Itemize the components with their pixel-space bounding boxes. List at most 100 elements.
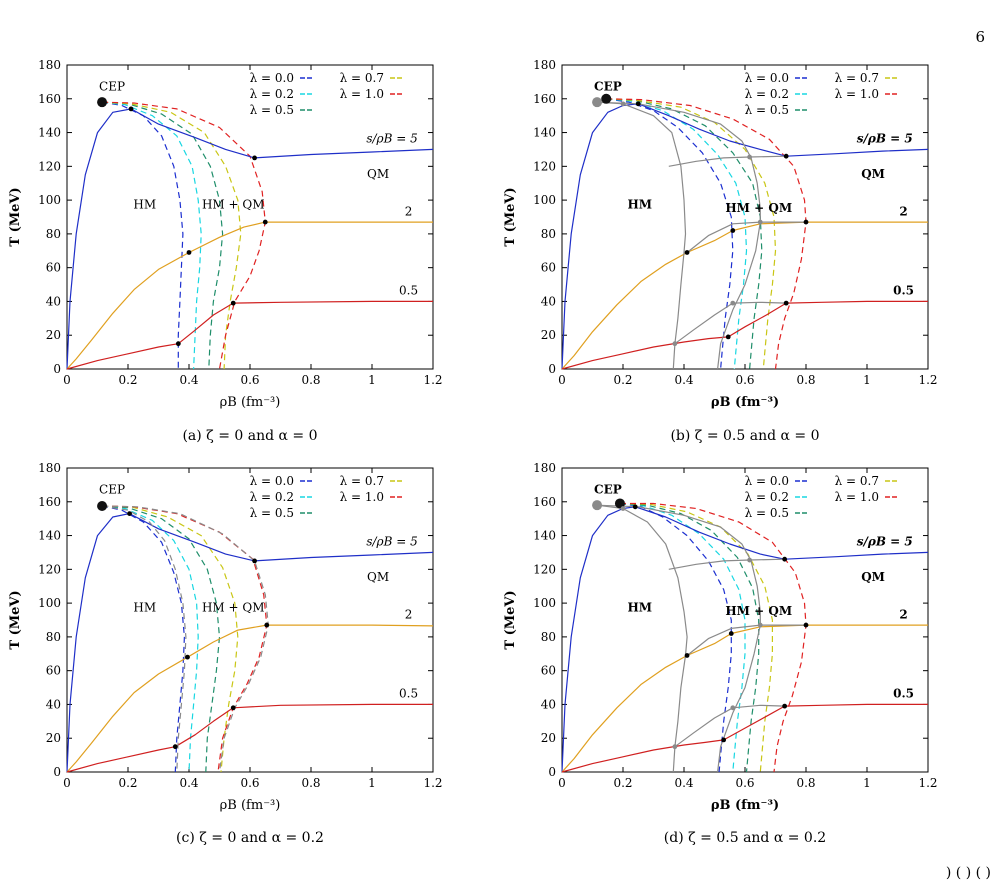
- mixed-region-label: HM + QM: [725, 201, 792, 215]
- legend-label: λ = 0.5: [745, 103, 789, 117]
- gray-point-marker: [757, 219, 763, 225]
- gray-point-marker: [730, 705, 736, 711]
- y-tick-label: 140: [533, 126, 556, 140]
- legend-label: λ = 0.5: [250, 506, 294, 520]
- point-marker: [632, 504, 638, 510]
- y-tick-label: 120: [533, 562, 556, 576]
- hm-region-label: HM: [133, 198, 156, 212]
- x-tick-label: 1.2: [423, 373, 442, 387]
- legend-label: λ = 0.0: [745, 474, 789, 488]
- y-tick-label: 180: [533, 461, 556, 475]
- legend-label: λ = 0.2: [250, 490, 294, 504]
- cep-marker: [601, 93, 612, 104]
- legend-label: λ = 1.0: [835, 490, 879, 504]
- cep-marker: [97, 501, 108, 511]
- point-marker: [725, 334, 731, 340]
- point-marker: [264, 622, 270, 628]
- series-line-gray-8: [597, 504, 688, 773]
- chart-c: 0 0.2 0.4 0.6 0.8 1 1.2 0 20 40 60 80 100 120 140 160 18…: [8, 461, 443, 813]
- isentrope-label-2: 2: [899, 607, 907, 621]
- series-line-s-B-5: [561, 506, 929, 773]
- series-line-0-5: [66, 703, 433, 773]
- x-tick-label: 0.2: [118, 776, 137, 790]
- qm-region-label: QM: [367, 167, 389, 181]
- qm-region-label: QM: [861, 167, 885, 181]
- point-marker: [230, 705, 236, 711]
- point-marker: [185, 654, 190, 660]
- series-line--0-0: [101, 505, 185, 773]
- figure-panel-a: 0 0.2 0.4 0.6 0.8 1 1.2 0 20 40 60 80 100 120 140 160 18…: [0, 55, 470, 410]
- y-tick-label: 40: [541, 697, 556, 711]
- legend-label: λ = 0.0: [745, 71, 789, 85]
- series-line--0-2: [102, 505, 199, 773]
- x-tick-label: 1.2: [423, 776, 442, 790]
- x-tick-label: 0.6: [735, 373, 754, 387]
- y-tick-label: 160: [38, 495, 61, 509]
- legend-label: λ = 0.2: [745, 490, 789, 504]
- x-tick-label: 0: [558, 373, 566, 387]
- gray-point-marker: [620, 506, 626, 511]
- x-tick-label: 1: [368, 776, 376, 790]
- series-line--0-0: [619, 502, 732, 773]
- y-tick-label: 20: [46, 731, 61, 745]
- figure-panel-d: 0 0.2 0.4 0.6 0.8 1 1.2 0 20 40 60 80 100 120 140 160 18…: [495, 458, 965, 813]
- series-line-gray-9: [597, 504, 761, 773]
- series-line--1-0: [606, 98, 807, 370]
- series-line--0-7: [102, 505, 239, 773]
- legend-label: λ = 0.7: [835, 474, 879, 488]
- cep-gray-marker: [592, 500, 603, 511]
- series-line--0-2: [606, 98, 748, 370]
- point-marker: [230, 300, 236, 306]
- point-marker: [783, 300, 789, 306]
- series-line-gray-8: [102, 505, 187, 773]
- mixed-region-label: HM + QM: [725, 604, 792, 618]
- point-marker: [803, 622, 809, 628]
- point-marker: [186, 250, 192, 255]
- point-marker: [172, 744, 178, 750]
- y-tick-label: 100: [533, 193, 556, 207]
- x-tick-label: 0.2: [613, 373, 632, 387]
- x-tick-label: 1.2: [918, 776, 937, 790]
- series-line-gray-12: [674, 704, 785, 748]
- y-tick-label: 40: [46, 697, 61, 711]
- y-tick-label: 100: [533, 596, 556, 610]
- series-line-gray-9: [597, 101, 761, 370]
- legend-label: λ = 1.0: [340, 490, 384, 504]
- series-line-s-B-5: [66, 108, 434, 370]
- point-marker: [728, 631, 734, 636]
- series-line--0-5: [606, 98, 763, 370]
- series-line-0-5: [561, 703, 928, 773]
- y-tick-label: 80: [46, 630, 61, 644]
- gray-point-marker: [672, 341, 678, 347]
- series-line-2: [66, 624, 434, 773]
- y-tick-label: 20: [46, 328, 61, 342]
- cep-marker: [97, 97, 108, 108]
- y-axis-label: T (MeV): [503, 187, 518, 246]
- y-tick-label: 20: [541, 328, 556, 342]
- series-line-gray-10: [668, 558, 785, 570]
- cep-gray-marker: [592, 97, 603, 108]
- x-tick-label: 0.6: [735, 776, 754, 790]
- series-line-0-5: [66, 300, 433, 370]
- cep-label: CEP: [594, 79, 622, 93]
- x-tick-label: 1: [863, 373, 871, 387]
- mixed-region-label: HM + QM: [202, 198, 265, 212]
- legend-label: λ = 0.7: [340, 71, 384, 85]
- series-line-2: [561, 221, 928, 370]
- y-tick-label: 40: [46, 294, 61, 308]
- legend-label: λ = 0.7: [835, 71, 879, 85]
- y-tick-label: 60: [46, 261, 61, 275]
- y-tick-label: 0: [53, 362, 61, 376]
- series-line--0-0: [102, 101, 184, 369]
- gray-point-marker: [620, 101, 626, 107]
- isentrope-label-0-5: 0.5: [893, 284, 914, 298]
- point-marker: [803, 219, 809, 225]
- legend-label: λ = 0.0: [250, 71, 294, 85]
- y-tick-label: 80: [541, 227, 556, 241]
- isentrope-label-0-5: 0.5: [399, 284, 418, 298]
- point-marker: [684, 653, 690, 658]
- isentrope-label-0-5: 0.5: [893, 687, 914, 701]
- caption-a: (a) ζ = 0 and α = 0: [182, 428, 318, 444]
- y-tick-label: 60: [541, 261, 556, 275]
- figure-panel-c: 0 0.2 0.4 0.6 0.8 1 1.2 0 20 40 60 80 100 120 140 160 18…: [0, 458, 470, 813]
